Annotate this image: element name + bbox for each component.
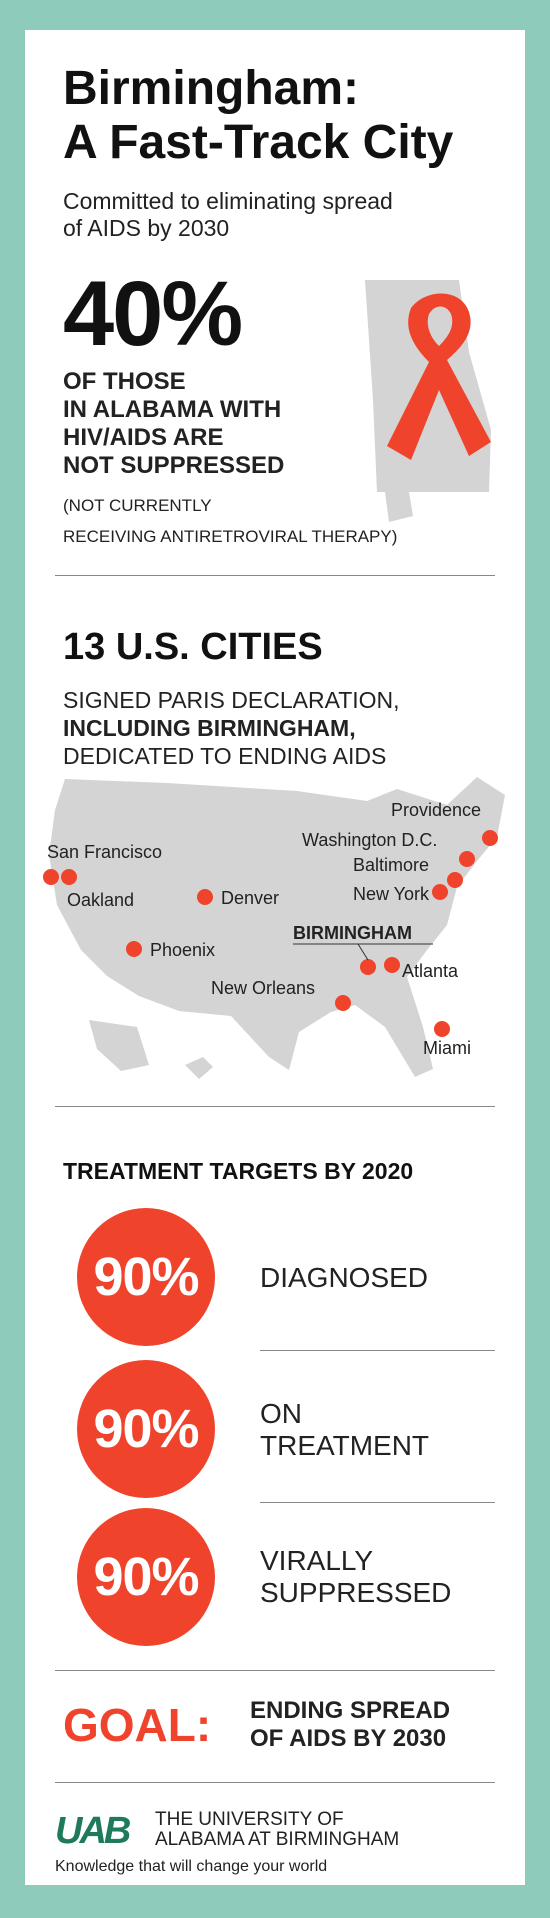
page-subtitle: Committed to eliminating spread of AIDS … <box>63 188 393 242</box>
dot-miami <box>434 1021 450 1037</box>
dot-washington <box>459 851 475 867</box>
target-label-suppressed: VIRALLY SUPPRESSED <box>260 1545 452 1608</box>
stat-text-line2: IN ALABAMA WITH <box>63 396 282 423</box>
cities-sub-line2: INCLUDING BIRMINGHAM, <box>63 715 356 741</box>
cities-heading: 13 U.S. CITIES <box>63 626 323 668</box>
dot-phoenix <box>126 941 142 957</box>
city-label-new-orleans: New Orleans <box>211 978 316 998</box>
goal-text-line1: ENDING SPREAD <box>250 1697 451 1724</box>
target-circle-diagnosed: 90% <box>77 1208 215 1346</box>
university-tagline: Knowledge that will change your world <box>55 1858 328 1875</box>
city-label-denver: Denver <box>221 888 280 908</box>
dot-denver <box>197 889 213 905</box>
city-label-oakland: Oakland <box>67 890 135 910</box>
dot-baltimore <box>447 872 463 888</box>
city-label-washington: Washington D.C. <box>302 830 438 850</box>
city-label-phoenix: Phoenix <box>150 940 216 960</box>
target-circle-suppressed: 90% <box>77 1508 215 1646</box>
title-line1: Birmingham: <box>63 62 360 115</box>
divider <box>55 575 495 576</box>
divider <box>55 1782 495 1783</box>
dot-atlanta <box>384 957 400 973</box>
dot-birmingham <box>360 959 376 975</box>
city-label-san-francisco: San Francisco <box>47 842 163 862</box>
divider <box>260 1350 495 1351</box>
university-name: THE UNIVERSITY OF ALABAMA AT BIRMINGHAM <box>155 1810 399 1850</box>
us-map <box>49 777 505 1079</box>
university-name-line1: THE UNIVERSITY OF <box>155 1809 344 1830</box>
divider <box>260 1502 495 1503</box>
cities-subheading: SIGNED PARIS DECLARATION, INCLUDING BIRM… <box>63 686 400 770</box>
stat-text-line1: OF THOSE <box>63 368 186 395</box>
goal-text: ENDING SPREAD OF AIDS BY 2030 <box>250 1697 450 1753</box>
target-circle-treatment: 90% <box>77 1360 215 1498</box>
city-label-baltimore: Baltimore <box>353 855 430 875</box>
stat-text-line4: NOT SUPPRESSED <box>63 452 285 479</box>
cities-sub-line1: SIGNED PARIS DECLARATION, <box>63 687 400 713</box>
title-line2: A Fast-Track City <box>63 116 454 169</box>
university-name-line2: ALABAMA AT BIRMINGHAM <box>155 1829 400 1850</box>
divider <box>55 1106 495 1107</box>
cities-sub-line3: DEDICATED TO ENDING AIDS <box>63 743 387 769</box>
red-ribbon-icon <box>387 293 491 460</box>
infographic: Birmingham: A Fast-Track City Committed … <box>25 30 525 1885</box>
targets-heading: TREATMENT TARGETS BY 2020 <box>63 1158 414 1184</box>
dot-new-orleans <box>335 995 351 1011</box>
stat-value: 40% <box>63 263 243 365</box>
target-label-diagnosed: DIAGNOSED <box>260 1262 429 1293</box>
subtitle-line1: Committed to eliminating spread <box>63 188 393 214</box>
subtitle-line2: of AIDS by 2030 <box>63 215 230 241</box>
city-label-new-york: New York <box>353 884 430 904</box>
uab-logo: UAB <box>55 1810 151 1848</box>
dot-san-francisco <box>43 869 59 885</box>
target-label-treatment: ON TREATMENT <box>260 1398 430 1461</box>
page-title: Birmingham: A Fast-Track City <box>63 62 453 170</box>
stat-text-line3: HIV/AIDS ARE <box>63 424 224 451</box>
stat-note: (NOT CURRENTLY RECEIVING ANTIRETROVIRAL … <box>63 490 397 552</box>
goal-label: GOAL: <box>63 1699 212 1751</box>
city-markers <box>43 830 498 1037</box>
stat-note-line2: RECEIVING ANTIRETROVIRAL THERAPY) <box>63 527 398 546</box>
city-label-miami: Miami <box>423 1038 471 1058</box>
dot-oakland <box>61 869 77 885</box>
stat-note-line1: (NOT CURRENTLY <box>63 496 212 515</box>
city-label-birmingham: BIRMINGHAM <box>293 923 412 943</box>
stat-description: OF THOSE IN ALABAMA WITH HIV/AIDS ARE NO… <box>63 368 284 480</box>
goal-text-line2: OF AIDS BY 2030 <box>250 1725 447 1752</box>
dot-new-york <box>432 884 448 900</box>
svg-text:UAB: UAB <box>55 1810 131 1848</box>
divider <box>55 1670 495 1671</box>
dot-providence <box>482 830 498 846</box>
city-label-atlanta: Atlanta <box>402 961 459 981</box>
alabama-state-icon <box>365 280 491 522</box>
city-label-providence: Providence <box>391 800 482 820</box>
